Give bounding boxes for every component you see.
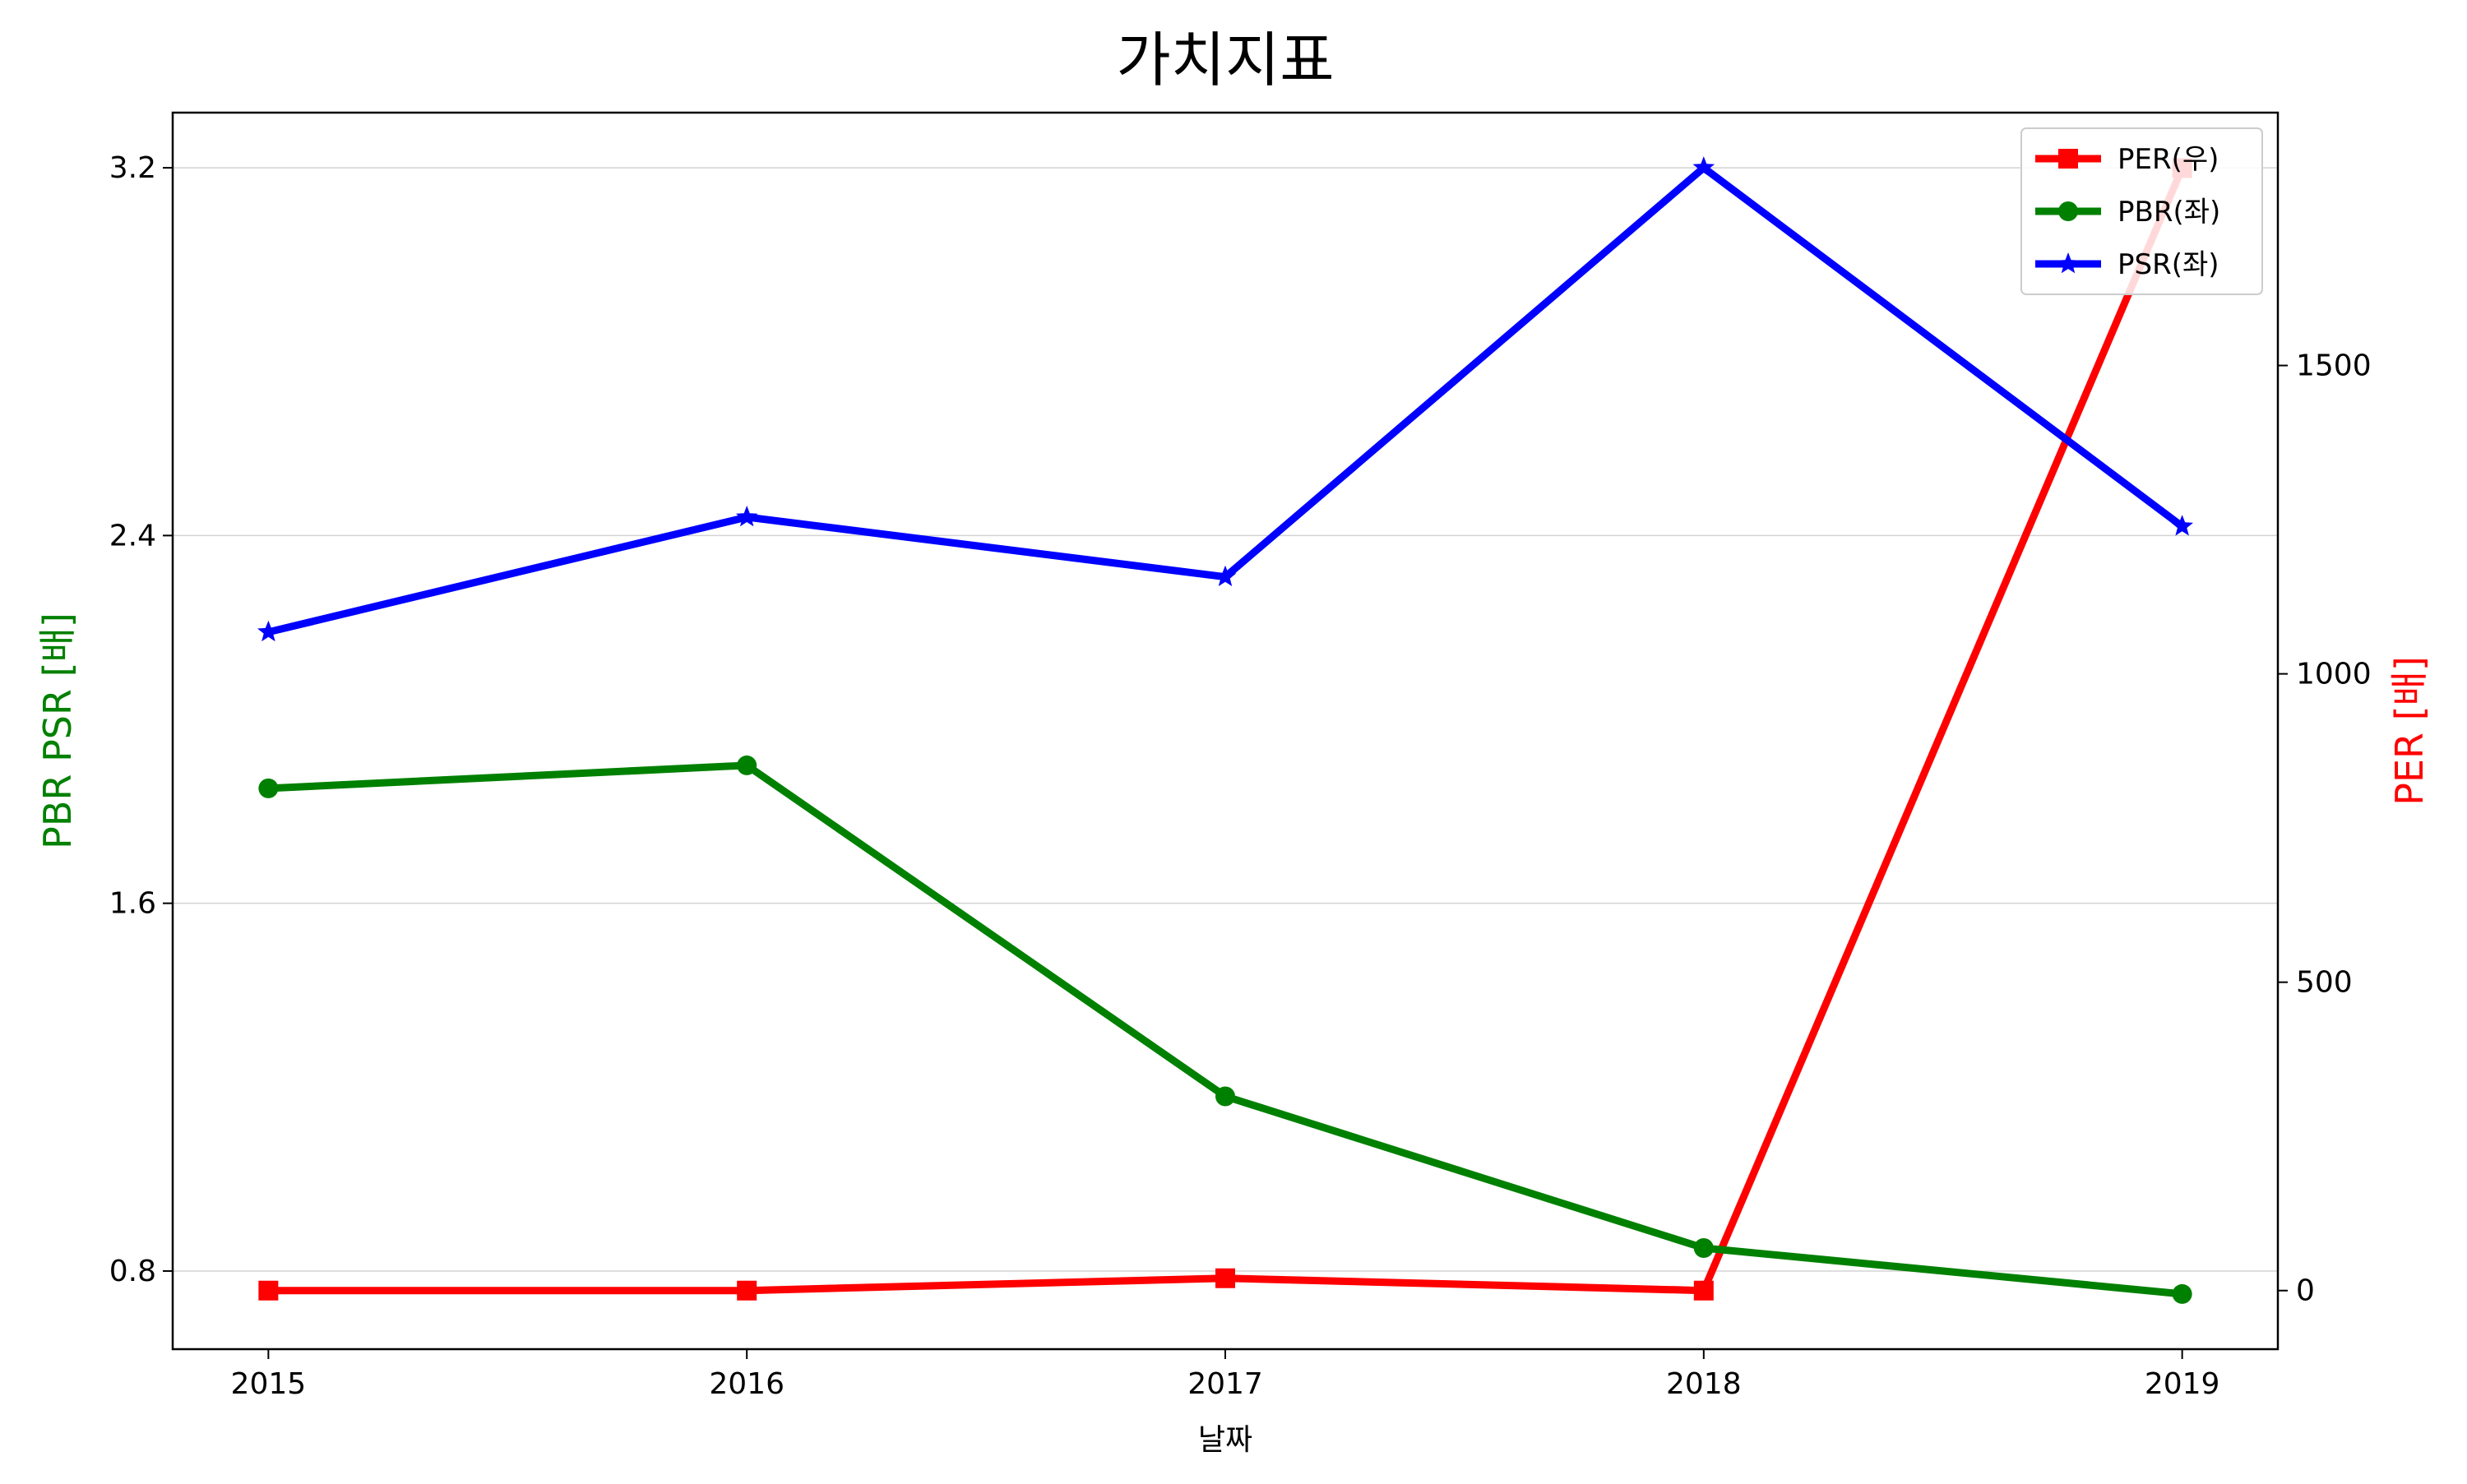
legend-label: PSR(좌) (2118, 248, 2219, 281)
series-PSR(좌) (257, 156, 2193, 642)
series-line (264, 164, 2187, 1295)
x-tick-label: 2019 (2145, 1367, 2220, 1401)
series-lines (257, 156, 2193, 1304)
y-right-tick-label: 1000 (2296, 658, 2372, 691)
data-point-circle (737, 755, 757, 775)
data-point-square (258, 1280, 279, 1301)
x-tick-label: 2016 (709, 1367, 785, 1401)
plot-frame (171, 111, 2280, 1351)
y-left-tick-label: 3.2 (109, 151, 156, 185)
legend: PER(우) PBR(좌) PSR(좌) (2020, 127, 2263, 295)
y-left-tick-label: 1.6 (109, 887, 156, 921)
data-point-circle (2172, 1283, 2192, 1304)
legend-marker (2058, 149, 2078, 169)
legend-label: PER(우) (2118, 143, 2219, 176)
y-left-tick-label: 0.8 (109, 1255, 156, 1288)
legend-marker (2057, 252, 2080, 274)
y-axis-right-label: PER [배] (2387, 656, 2432, 806)
data-point-circle (258, 778, 279, 798)
y-left-tick-label: 2.4 (109, 519, 156, 552)
legend-label: PBR(좌) (2118, 196, 2220, 229)
data-point-star (1692, 156, 1715, 178)
data-point-circle (1215, 1086, 1235, 1107)
data-point-star (1214, 565, 1237, 586)
y-right-tick-label: 0 (2296, 1274, 2315, 1308)
legend-box (2020, 127, 2263, 295)
series-line (264, 164, 2187, 636)
legend-marker (2058, 201, 2078, 221)
x-tick-label: 2015 (231, 1367, 307, 1401)
data-point-star (735, 506, 758, 527)
data-point-circle (1693, 1237, 1714, 1258)
series-PER(우) (258, 158, 2192, 1301)
data-point-square (1693, 1280, 1714, 1301)
data-point-square (737, 1280, 757, 1301)
data-point-star (257, 620, 280, 642)
series-PBR(좌) (258, 755, 2192, 1304)
x-tick-label: 2017 (1187, 1367, 1263, 1401)
y-right-tick-label: 1500 (2296, 349, 2372, 383)
axis-ticks: 0.8 1.6 2.4 3.2 0 500 1000 1500 2015 2016 2017 2018… (109, 151, 2372, 1401)
y-axis-left-label: PBR PSR [배] (35, 613, 80, 849)
x-axis-label: 날짜 (1198, 1423, 1252, 1457)
legend-entry: PSR(좌) (2035, 248, 2219, 281)
data-point-star (2171, 515, 2193, 536)
y-right-tick-label: 500 (2296, 966, 2353, 1000)
data-point-square (1215, 1268, 1235, 1288)
legend-entry: PER(우) (2035, 143, 2219, 176)
x-tick-label: 2018 (1666, 1367, 1742, 1401)
chart-title: 가치지표 (1117, 25, 1335, 95)
legend-entry: PBR(좌) (2035, 196, 2220, 229)
